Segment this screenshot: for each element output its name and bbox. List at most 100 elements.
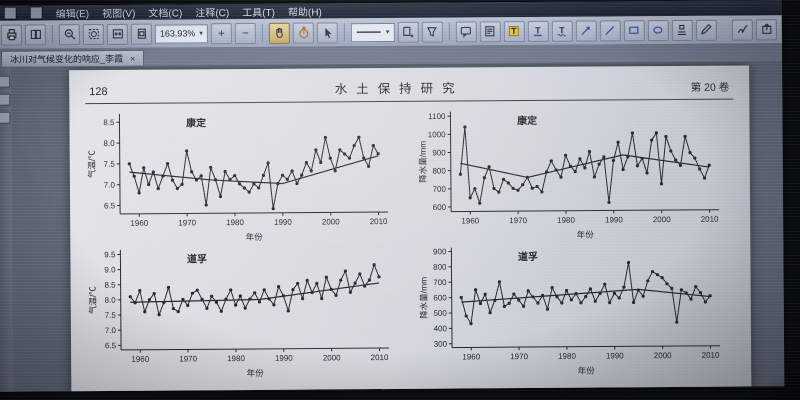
stamp-button[interactable] <box>671 19 693 41</box>
svg-text:800: 800 <box>432 166 446 175</box>
menu-help[interactable]: 帮助(H) <box>287 7 322 19</box>
pages-panel-icon[interactable] <box>0 93 10 106</box>
export-icon <box>761 23 771 34</box>
menu-document[interactable]: 文档(C) <box>148 8 183 20</box>
page-number: 128 <box>89 85 108 99</box>
ellipse-annotation-button[interactable] <box>647 19 669 41</box>
document-tab[interactable]: 冰川对气候变化的响应_李霞 × <box>0 49 145 67</box>
print-button[interactable] <box>0 24 22 46</box>
stamp-icon <box>677 24 686 36</box>
svg-text:1960: 1960 <box>131 355 149 364</box>
select-tool-button[interactable] <box>316 21 338 44</box>
svg-text:1970: 1970 <box>179 354 197 363</box>
fit-page-button[interactable] <box>130 23 152 45</box>
svg-text:7.0: 7.0 <box>105 326 117 335</box>
stopwatch-icon <box>298 26 309 39</box>
fit-width-icon <box>112 29 123 39</box>
marquee-zoom-button[interactable] <box>82 23 104 45</box>
fit-width-button[interactable] <box>106 23 128 45</box>
svg-text:2010: 2010 <box>371 353 389 362</box>
pointer-arrow-icon <box>324 27 331 39</box>
svg-text:气温/℃: 气温/℃ <box>87 150 97 178</box>
svg-text:7.5: 7.5 <box>105 311 117 320</box>
squiggly-text-button[interactable]: T <box>551 20 573 42</box>
svg-text:700: 700 <box>433 278 447 287</box>
svg-text:2010: 2010 <box>370 217 388 226</box>
separator <box>343 23 345 42</box>
underline-T-icon: T <box>533 25 542 37</box>
svg-text:1960: 1960 <box>462 352 480 361</box>
pencil-button[interactable] <box>695 19 717 41</box>
svg-text:1970: 1970 <box>510 352 528 361</box>
svg-text:600: 600 <box>433 293 447 302</box>
chevron-down-icon: ▾ <box>385 29 390 37</box>
export-button[interactable] <box>755 18 777 40</box>
menu-view[interactable]: 视图(V) <box>102 8 136 21</box>
svg-text:500: 500 <box>433 309 447 318</box>
filter-menu-button[interactable] <box>421 21 443 43</box>
page-layout-button[interactable] <box>24 23 46 46</box>
svg-text:900: 900 <box>433 247 447 256</box>
menu-edit[interactable]: 编辑(E) <box>55 9 90 21</box>
svg-text:700: 700 <box>433 185 447 194</box>
document-workspace: 128 水土保持研究 第 20 卷 6.5 7.0 7.5 8.0 8.5 1960 197… <box>0 61 785 392</box>
hand-tool-button[interactable] <box>268 22 290 44</box>
arrow-annotation-button[interactable] <box>575 20 597 42</box>
zoom-level-value: 163.93% <box>159 28 196 39</box>
highlight-text-button[interactable]: T <box>503 20 525 42</box>
rectangle-annotation-button[interactable] <box>623 19 645 41</box>
text-note-button[interactable] <box>479 20 501 42</box>
chart-daofu-precipitation: 300 400 500 600 700 800 900 1960 1970 1980 1990 200… <box>417 240 735 378</box>
svg-text:9.5: 9.5 <box>104 250 116 259</box>
svg-text:道孚: 道孚 <box>518 250 538 263</box>
line-chart-svg: 300 400 500 600 700 800 900 1960 1970 1980 1990 200… <box>419 247 721 376</box>
document-canvas[interactable]: 128 水土保持研究 第 20 卷 6.5 7.0 7.5 8.0 8.5 1960 197… <box>11 61 784 392</box>
separator <box>51 25 53 44</box>
close-tab-icon[interactable]: × <box>130 53 136 64</box>
line-annotation-button[interactable] <box>599 19 621 42</box>
hand-icon <box>275 27 283 39</box>
rectangle-icon <box>629 26 639 34</box>
chart-kangding-precipitation: 600 700 800 900 1000 1100 1960 1970 1980 1990 2000… <box>416 104 734 242</box>
comments-panel-icon[interactable] <box>0 111 10 124</box>
bookmarks-panel-icon[interactable] <box>0 75 10 88</box>
line-style-select[interactable]: ▾ <box>350 22 395 42</box>
svg-text:T: T <box>511 26 517 36</box>
svg-text:1990: 1990 <box>274 218 292 227</box>
svg-text:7.5: 7.5 <box>104 160 116 169</box>
svg-text:300: 300 <box>434 340 448 349</box>
page-dropdown-icon <box>403 26 414 38</box>
svg-text:康定: 康定 <box>517 114 537 127</box>
journal-title: 水土保持研究 <box>334 81 464 97</box>
svg-text:600: 600 <box>433 203 447 212</box>
marquee-zoom-icon <box>88 29 99 40</box>
funnel-icon <box>426 27 437 37</box>
underline-text-button[interactable]: T <box>527 20 549 42</box>
svg-text:2010: 2010 <box>702 351 720 360</box>
zoom-level-select[interactable]: 163.93% ▾ <box>154 23 208 44</box>
menu-tools[interactable]: 工具(T) <box>242 7 276 20</box>
zoom-out-button[interactable]: − <box>234 22 256 44</box>
app-icon <box>3 6 17 20</box>
signature-button[interactable] <box>731 18 753 41</box>
fit-page-icon <box>137 28 146 39</box>
menu-comment[interactable]: 注释(C) <box>195 8 230 20</box>
note-comment-button[interactable] <box>455 20 477 43</box>
svg-text:8.0: 8.0 <box>103 139 115 148</box>
svg-text:2010: 2010 <box>701 215 719 224</box>
page-view-menu-button[interactable] <box>397 21 419 43</box>
svg-text:1100: 1100 <box>428 112 446 121</box>
print-icon <box>6 29 16 41</box>
svg-text:2000: 2000 <box>322 217 340 226</box>
svg-text:年份: 年份 <box>577 230 595 240</box>
zoom-out-tool-button[interactable] <box>58 23 80 45</box>
svg-text:年份: 年份 <box>247 368 265 378</box>
svg-text:1990: 1990 <box>605 215 623 224</box>
svg-text:年份: 年份 <box>578 366 596 376</box>
svg-text:1990: 1990 <box>606 351 624 360</box>
pdf-reader-window: 编辑(E) 视图(V) 文档(C) 注释(C) 工具(T) 帮助(H) <box>0 0 785 392</box>
zoom-in-button[interactable]: + <box>210 22 232 44</box>
svg-text:6.5: 6.5 <box>104 201 116 210</box>
squiggly-T-icon: T <box>557 25 567 37</box>
history-tool-button[interactable] <box>292 22 314 44</box>
